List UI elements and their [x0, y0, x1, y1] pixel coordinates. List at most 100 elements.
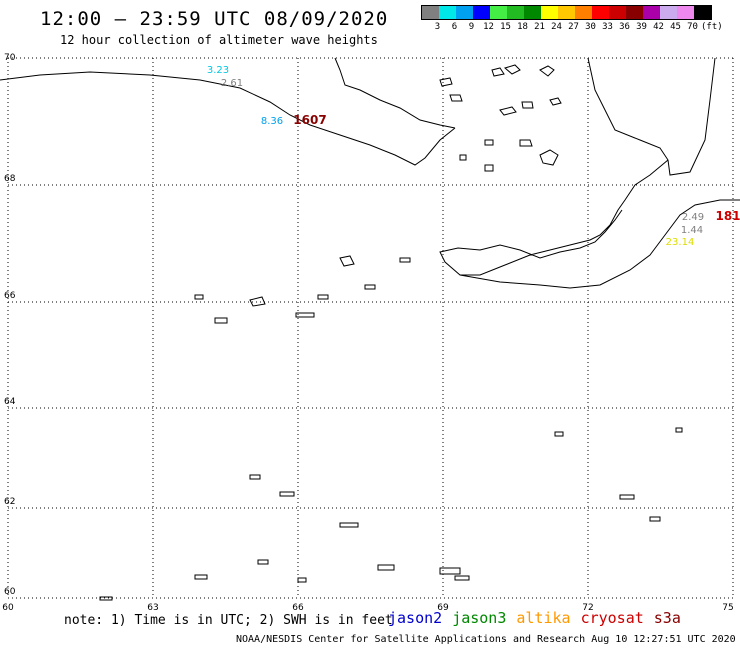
- legend-label: 39: [636, 22, 647, 32]
- lon-label: 60: [2, 603, 14, 613]
- legend-label: 27: [568, 22, 579, 32]
- lake-2: [491, 67, 505, 77]
- wave-height-label: 2.49: [682, 212, 704, 223]
- credit-line: NOAA/NESDIS Center for Satellite Applica…: [236, 634, 736, 645]
- lake-16: [214, 317, 228, 324]
- lake-34: [297, 577, 307, 583]
- lat-label: 62: [4, 497, 15, 507]
- lake-23: [675, 427, 683, 433]
- lat-label: 60: [4, 587, 16, 597]
- satellite-name: cryosat: [580, 609, 644, 627]
- lake-11: [519, 139, 533, 147]
- arctic-coastline: [0, 71, 456, 166]
- satellite-name: altika: [516, 609, 571, 627]
- lake-31: [194, 574, 208, 580]
- lake-3: [539, 65, 555, 77]
- wave-height-label: 3.23: [207, 65, 229, 76]
- wave-height-label: 2.61: [221, 78, 243, 89]
- lake-35: [99, 596, 113, 601]
- lake-25: [279, 491, 295, 497]
- satellite-name: s3a: [653, 609, 681, 627]
- lake-17: [295, 312, 315, 318]
- lake-5: [449, 94, 463, 102]
- lake-18: [364, 284, 376, 290]
- lon-label: 75: [722, 603, 733, 613]
- legend-swatch: [677, 6, 694, 19]
- lake-6: [499, 106, 517, 116]
- legend-swatch: [439, 6, 456, 19]
- legend-swatch: [643, 6, 660, 19]
- legend-swatch: [575, 6, 592, 19]
- legend-label: 3: [434, 22, 441, 32]
- legend-label: 15: [500, 22, 511, 32]
- wave-height-label: 8.36: [261, 116, 283, 127]
- legend-swatch: [422, 6, 439, 19]
- page-subtitle: 12 hour collection of altimeter wave hei…: [60, 33, 378, 47]
- lake-24: [249, 474, 261, 480]
- coastline: [0, 57, 740, 601]
- legend-swatch: [490, 6, 507, 19]
- legend-color-bar: [421, 5, 712, 20]
- wave-height-label: 23.14: [666, 237, 695, 248]
- lat-label: 64: [4, 397, 16, 407]
- legend-swatch: [524, 6, 541, 19]
- legend-swatch: [694, 6, 711, 19]
- lon-label: 63: [147, 603, 158, 613]
- lat-label: 70: [4, 53, 16, 63]
- legend-swatch: [558, 6, 575, 19]
- ob-gulf-east: [439, 159, 669, 276]
- lake-27: [649, 516, 661, 522]
- lake-15: [249, 296, 266, 307]
- lake-20: [194, 294, 204, 300]
- satellite-name: jason2: [388, 609, 443, 627]
- legend-swatch: [626, 6, 643, 19]
- legend-swatch: [456, 6, 473, 19]
- legend-label: (ft): [701, 22, 723, 32]
- lake-12: [459, 154, 467, 161]
- legend-labels: 3 6 9 12 15 18 21 24 27 30 33 36 39 42 45 70 (ft): [421, 20, 723, 34]
- yamal-peninsula: [334, 57, 456, 129]
- legend-label: 18: [517, 22, 528, 32]
- legend-label: 30: [585, 22, 596, 32]
- gydan-coast: [587, 57, 716, 176]
- page-title: 12:00 — 23:59 UTC 08/09/2020: [40, 8, 389, 30]
- lat-label: 66: [4, 291, 16, 301]
- lake-7: [521, 101, 534, 109]
- lake-10: [484, 139, 494, 146]
- legend-label: 24: [551, 22, 562, 32]
- satellite-legend: jason2 jason3 altika cryosat s3a: [388, 609, 691, 627]
- legend-label: 21: [534, 22, 545, 32]
- satellite-name: jason3: [452, 609, 507, 627]
- wave-height-label: 1607: [293, 113, 326, 127]
- legend-swatch: [507, 6, 524, 19]
- legend-swatch: [609, 6, 626, 19]
- legend-label: 6: [451, 22, 458, 32]
- legend-swatch: [592, 6, 609, 19]
- footnote: note: 1) Time is in UTC; 2) SWH is in fe…: [64, 613, 393, 628]
- legend-label: 9: [468, 22, 475, 32]
- lake-1: [503, 64, 521, 75]
- legend-label: 45: [670, 22, 681, 32]
- legend-swatch: [541, 6, 558, 19]
- legend-label: 33: [602, 22, 613, 32]
- lake-32: [257, 559, 269, 565]
- legend-label: 12: [483, 22, 494, 32]
- lake-30: [377, 564, 395, 571]
- lake-21: [399, 257, 411, 263]
- lake-22: [554, 431, 564, 437]
- lat-label: 68: [4, 174, 16, 184]
- legend-label: 70: [687, 22, 698, 32]
- lake-29: [439, 567, 461, 575]
- lon-label: 66: [292, 603, 304, 613]
- lake-4: [439, 77, 453, 87]
- lake-9: [539, 149, 559, 166]
- lake-33: [454, 575, 470, 581]
- lon-label: 69: [437, 603, 449, 613]
- legend-swatch: [660, 6, 677, 19]
- lake-8: [549, 97, 562, 106]
- legend-swatch: [473, 6, 490, 19]
- wave-height-label: 1.44: [681, 225, 703, 236]
- legend-label: 36: [619, 22, 630, 32]
